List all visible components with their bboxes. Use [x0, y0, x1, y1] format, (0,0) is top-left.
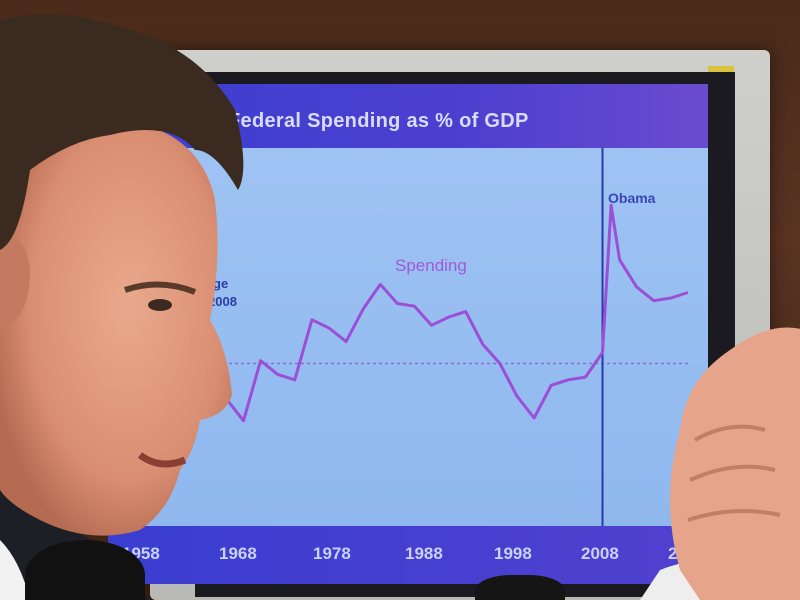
chart-title: Federal Spending as % of GDP [228, 110, 529, 132]
left-annotation-line2: 2008 [208, 294, 237, 309]
x-axis-bar: 1958 1968 1978 1988 1998 2008 20 [108, 526, 708, 584]
series-label: Spending [395, 256, 467, 275]
knuckle-1 [694, 424, 766, 442]
ear [0, 238, 30, 330]
shirt-collar [0, 540, 30, 600]
x-tick-label: 1998 [494, 544, 532, 563]
face [0, 118, 232, 536]
x-tick-label: 2008 [581, 544, 619, 563]
x-tick-label: 1978 [313, 544, 351, 563]
fist [670, 327, 800, 600]
eye [148, 299, 172, 311]
speaker-person [0, 14, 244, 600]
knuckle-3 [687, 509, 781, 522]
microphone-2 [475, 575, 565, 600]
spending-series-line [173, 203, 689, 446]
obama-label: Obama [608, 190, 656, 206]
mouth [137, 452, 187, 468]
microphone [25, 540, 145, 600]
x-tick-label: 1988 [405, 544, 443, 563]
eyebrow [124, 281, 197, 295]
raised-hand [640, 327, 800, 600]
spending-chart [173, 148, 689, 526]
hair [0, 14, 244, 250]
monitor-indicator [708, 66, 734, 76]
knuckle-2 [689, 464, 776, 482]
x-tick-label: 1968 [219, 544, 257, 563]
